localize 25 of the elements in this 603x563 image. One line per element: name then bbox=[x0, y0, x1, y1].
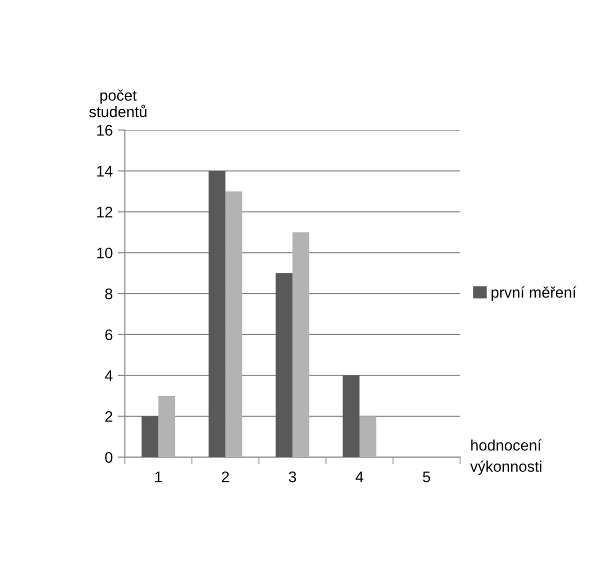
bar bbox=[276, 273, 292, 458]
y-tick-label: 0 bbox=[105, 452, 112, 463]
y-tick-label: 12 bbox=[97, 206, 112, 218]
x-tick-label: 5 bbox=[422, 472, 430, 482]
x-axis-title: hodnocení výkonnosti bbox=[470, 439, 542, 475]
y-tick-label: 8 bbox=[105, 288, 112, 300]
x-tick-label: 3 bbox=[288, 471, 296, 482]
bar bbox=[208, 170, 226, 458]
bar bbox=[225, 191, 242, 458]
y-axis-title: počet studentů bbox=[89, 89, 146, 118]
y-tick-label: 2 bbox=[105, 411, 112, 422]
x-tick-label: 1 bbox=[155, 472, 162, 482]
bar bbox=[142, 416, 158, 458]
x-tick-label: 4 bbox=[356, 472, 364, 482]
y-tick-label: 4 bbox=[104, 370, 113, 381]
y-tick-label: 14 bbox=[97, 166, 113, 176]
y-tick-label: 10 bbox=[97, 248, 112, 258]
bar bbox=[292, 232, 310, 458]
x-tick-label: 2 bbox=[222, 471, 229, 482]
legend-label: první měření bbox=[492, 286, 576, 301]
y-tick-label: 16 bbox=[97, 124, 112, 136]
y-tick-label: 6 bbox=[105, 329, 112, 340]
bar bbox=[360, 416, 376, 458]
bar bbox=[158, 396, 176, 458]
bar bbox=[342, 375, 360, 458]
